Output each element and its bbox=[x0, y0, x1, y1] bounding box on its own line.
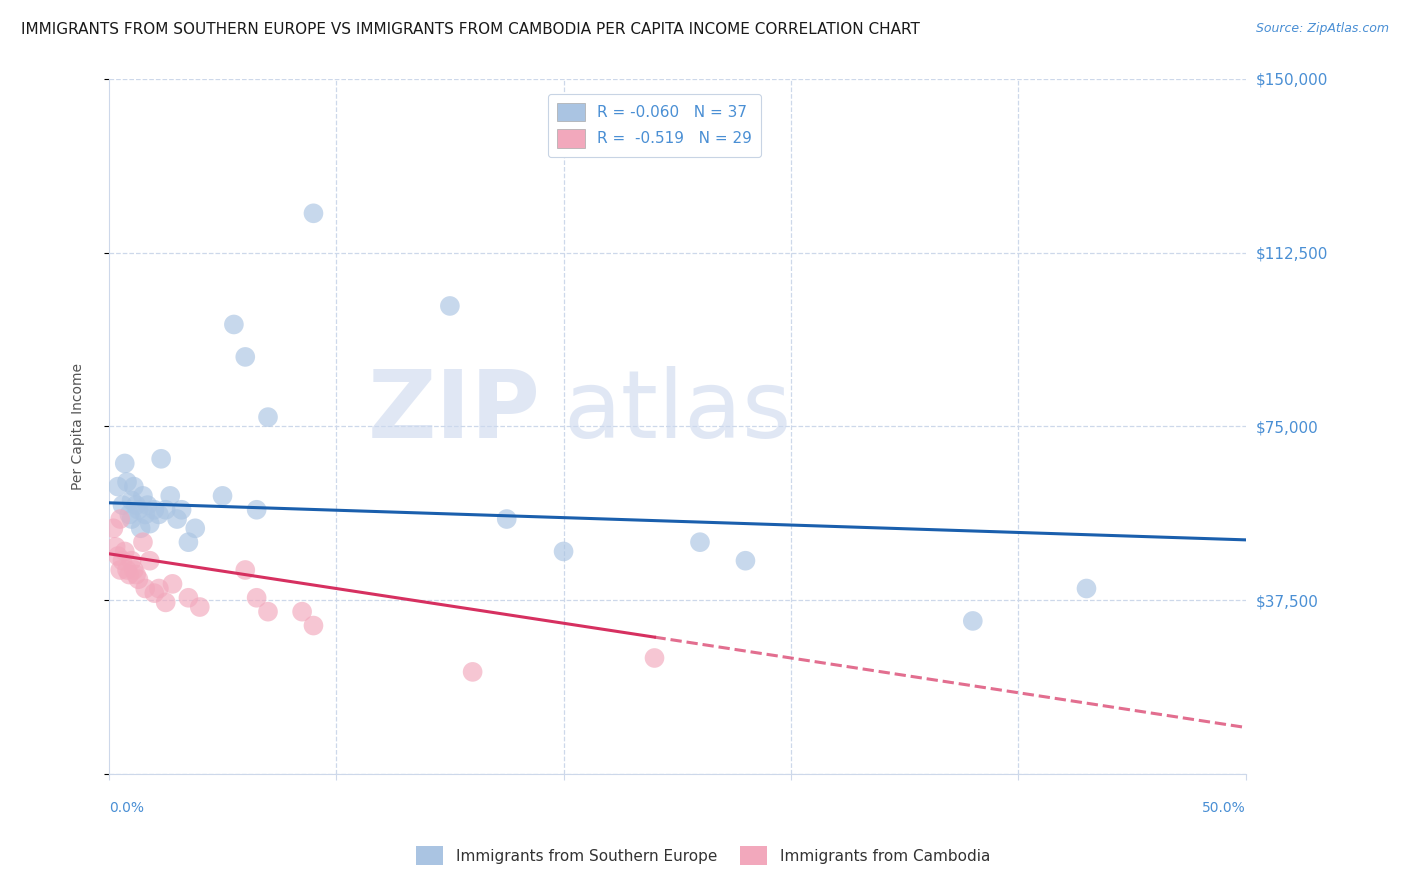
Point bbox=[302, 618, 325, 632]
Text: 50.0%: 50.0% bbox=[1202, 801, 1246, 815]
Point bbox=[134, 582, 156, 596]
Text: atlas: atlas bbox=[564, 367, 792, 458]
Point bbox=[115, 563, 138, 577]
Point bbox=[233, 563, 256, 577]
Point bbox=[129, 521, 152, 535]
Point bbox=[150, 451, 173, 466]
Point bbox=[439, 299, 461, 313]
Point bbox=[962, 614, 984, 628]
Point bbox=[155, 502, 177, 516]
Point bbox=[114, 457, 136, 471]
Point bbox=[302, 206, 325, 220]
Point bbox=[125, 567, 148, 582]
Point bbox=[125, 498, 148, 512]
Point bbox=[246, 591, 269, 605]
Point bbox=[132, 489, 155, 503]
Point bbox=[103, 521, 125, 535]
Point bbox=[121, 554, 143, 568]
Point bbox=[148, 582, 170, 596]
Point bbox=[122, 563, 145, 577]
Point bbox=[139, 554, 162, 568]
Point bbox=[644, 651, 666, 665]
Point bbox=[166, 512, 188, 526]
Point bbox=[162, 577, 184, 591]
Point bbox=[177, 591, 200, 605]
Point bbox=[115, 475, 138, 489]
Point bbox=[155, 595, 177, 609]
Point bbox=[121, 493, 143, 508]
Point bbox=[139, 516, 162, 531]
Point bbox=[134, 508, 156, 522]
Point bbox=[222, 318, 245, 332]
Point bbox=[111, 498, 134, 512]
Legend: R = -0.060   N = 37, R =  -0.519   N = 29: R = -0.060 N = 37, R = -0.519 N = 29 bbox=[548, 94, 761, 157]
Text: 0.0%: 0.0% bbox=[108, 801, 143, 815]
Point bbox=[143, 586, 166, 600]
Point bbox=[143, 502, 166, 516]
Point bbox=[118, 508, 141, 522]
Point bbox=[127, 502, 149, 516]
Legend: Immigrants from Southern Europe, Immigrants from Cambodia: Immigrants from Southern Europe, Immigra… bbox=[409, 840, 997, 871]
Point bbox=[127, 572, 149, 586]
Point bbox=[553, 544, 575, 558]
Point bbox=[1076, 582, 1098, 596]
Point bbox=[734, 554, 756, 568]
Point bbox=[257, 605, 280, 619]
Point bbox=[110, 512, 132, 526]
Point bbox=[111, 554, 134, 568]
Point bbox=[177, 535, 200, 549]
Point bbox=[121, 512, 143, 526]
Point bbox=[107, 480, 129, 494]
Point bbox=[122, 480, 145, 494]
Point bbox=[184, 521, 207, 535]
Point bbox=[246, 502, 269, 516]
Point bbox=[148, 508, 170, 522]
Point bbox=[188, 600, 211, 615]
Point bbox=[211, 489, 233, 503]
Y-axis label: Per Capita Income: Per Capita Income bbox=[72, 363, 86, 490]
Point bbox=[257, 410, 280, 425]
Point bbox=[495, 512, 517, 526]
Point bbox=[114, 544, 136, 558]
Point bbox=[170, 502, 193, 516]
Point bbox=[461, 665, 484, 679]
Point bbox=[233, 350, 256, 364]
Point bbox=[107, 549, 129, 563]
Point bbox=[118, 567, 141, 582]
Point bbox=[136, 498, 159, 512]
Text: Source: ZipAtlas.com: Source: ZipAtlas.com bbox=[1256, 22, 1389, 36]
Point bbox=[291, 605, 314, 619]
Point bbox=[104, 540, 127, 554]
Point bbox=[132, 535, 155, 549]
Point bbox=[159, 489, 181, 503]
Text: ZIP: ZIP bbox=[368, 367, 541, 458]
Point bbox=[110, 563, 132, 577]
Text: IMMIGRANTS FROM SOUTHERN EUROPE VS IMMIGRANTS FROM CAMBODIA PER CAPITA INCOME CO: IMMIGRANTS FROM SOUTHERN EUROPE VS IMMIG… bbox=[21, 22, 920, 37]
Point bbox=[689, 535, 711, 549]
